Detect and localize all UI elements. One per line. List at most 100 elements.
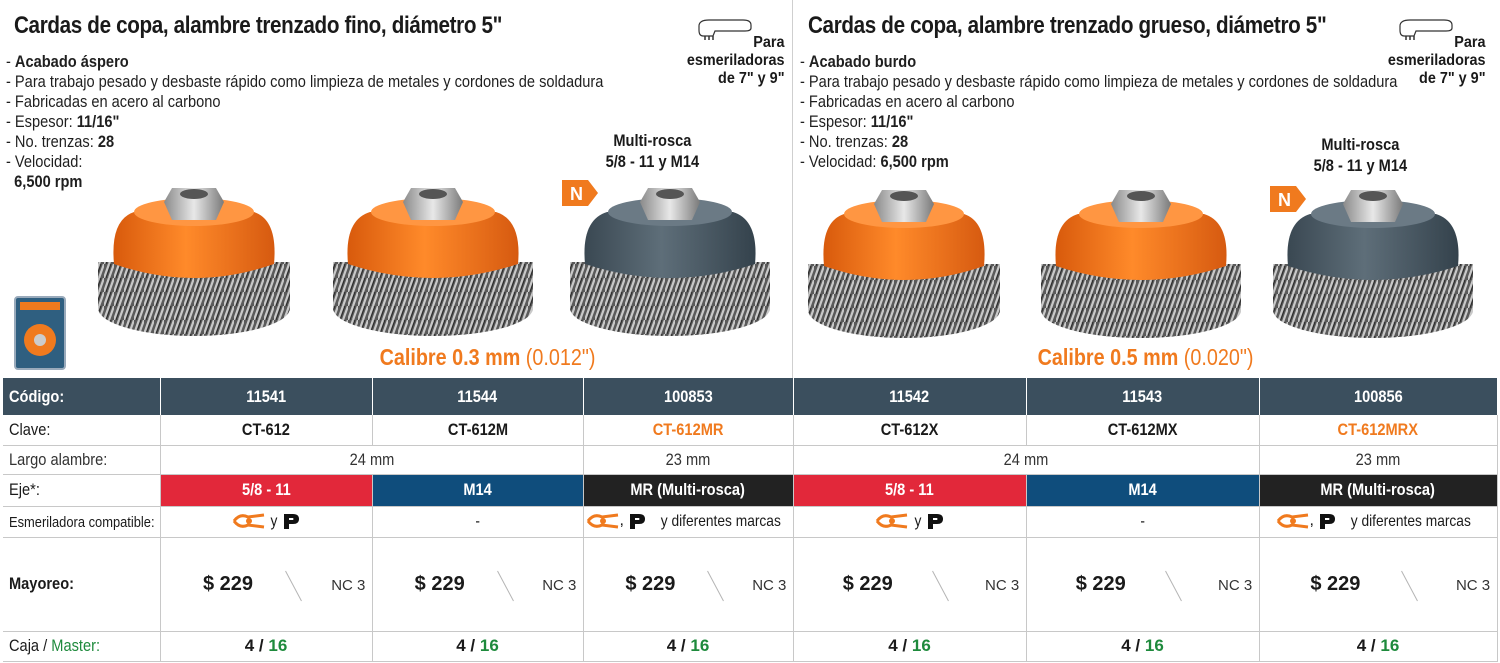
grinder-text-2: esmeriladoras (1388, 52, 1486, 69)
price: $ 229 (625, 572, 676, 595)
caja-qty: 4 (888, 636, 898, 655)
grinder-text-3: de 7" y 9" (1419, 70, 1486, 87)
finish-label: Acabado áspero (14, 52, 129, 71)
spec-line: Para trabajo pesado y desbaste rápido co… (14, 72, 604, 91)
calibre-label: Calibre 0.3 mm (0.012") (380, 344, 596, 371)
row-label: Esmeriladora compatible: (9, 513, 155, 531)
eje-cell: M14 (1128, 480, 1157, 499)
spec-list: - Acabado burdo - Para trabajo pesado y … (800, 52, 1398, 171)
panel-title: Cardas de copa, alambre trenzado grueso,… (808, 12, 1327, 39)
svg-text:N: N (1278, 190, 1291, 210)
multi-rosca-sizes: 5/8 - 11 y M14 (605, 152, 700, 171)
price: $ 229 (1310, 572, 1361, 595)
velocidad-label: Velocidad: (14, 152, 83, 171)
calibre-label: Calibre 0.5 mm (0.020") (1038, 344, 1254, 371)
clave-cell: CT-612MR (652, 419, 724, 439)
largo-cell: 23 mm (1355, 449, 1401, 469)
slash: / (258, 636, 264, 655)
row-eje: Eje*: 5/8 - 11 M14 MR (Multi-rosca) 5/8 … (3, 474, 1498, 507)
compat-text: y (270, 512, 278, 530)
clave-cell: CT-612MRX (1337, 419, 1419, 439)
velocidad-value: 6,500 rpm (14, 172, 83, 191)
nc-code: NC 3 (1173, 577, 1257, 594)
espesor-value: 11/16" (870, 112, 914, 131)
row-codigo: Código: 11541 11544 100853 11542 11543 1… (3, 378, 1498, 415)
grinder-compat-note: Para esmeriladoras de 7" y 9" (665, 12, 785, 92)
clave-cell: CT-612 (242, 419, 290, 439)
row-label: Clave: (9, 419, 51, 439)
caja-qty: 4 (666, 636, 677, 655)
slash: / (902, 636, 908, 655)
price: $ 229 (414, 572, 465, 595)
caja-qty: 4 (1356, 636, 1367, 655)
calibre-mm: Calibre 0.3 mm (379, 344, 521, 370)
clave-cell: CT-612M (447, 419, 508, 439)
espesor-label: Espesor: (14, 112, 73, 131)
new-badge-icon: N (1270, 186, 1306, 212)
codigo-cell: 11543 (1122, 386, 1163, 406)
angle-grinder-icon (1399, 19, 1453, 40)
cup-brush-image (333, 188, 533, 336)
slash: / (470, 636, 476, 655)
codigo-cell: 100856 (1353, 386, 1403, 406)
row-caja: Caja / Master: 4 / 16 4 / 16 4 / 16 4 / … (3, 631, 1498, 662)
codigo-cell: 11544 (457, 386, 498, 406)
slash: / (1370, 636, 1376, 655)
row-label: Eje*: (9, 480, 40, 499)
row-clave: Clave: CT-612 CT-612M CT-612MR CT-612X C… (3, 415, 1498, 446)
compat-text: y diferentes marcas (660, 512, 781, 530)
cup-brush-image (1041, 190, 1241, 338)
master-qty: 16 (268, 636, 288, 655)
spec-list: - Acabado áspero - Para trabajo pesado y… (6, 52, 604, 191)
velocidad-value: 6,500 rpm (880, 152, 949, 171)
cup-brush-image (808, 190, 1000, 338)
nc-code: NC 3 (293, 577, 369, 594)
brand-p-icon (927, 514, 943, 530)
spec-line: Fabricadas en acero al carbono (14, 92, 221, 111)
multi-rosca-sizes: 5/8 - 11 y M14 (1313, 156, 1408, 175)
product-panel-fino: Cardas de copa, alambre trenzado fino, d… (0, 0, 793, 378)
multi-rosca-title: Multi-rosca (1321, 135, 1400, 154)
finish-label: Acabado burdo (808, 52, 917, 71)
grinder-text-3: de 7" y 9" (718, 70, 785, 87)
eje-cell: MR (Multi-rosca) (1320, 480, 1436, 499)
caja-label: Caja / (9, 636, 48, 655)
espesor-value: 11/16" (76, 112, 120, 131)
brand-p-icon (284, 514, 300, 530)
eje-cell: 5/8 - 11 (885, 480, 934, 499)
master-qty: 16 (1144, 636, 1164, 655)
trenzas-value: 28 (97, 132, 115, 151)
price: $ 229 (202, 572, 254, 595)
compat-text: - (475, 512, 480, 530)
product-panel-grueso: Cardas de copa, alambre trenzado grueso,… (794, 0, 1500, 378)
caja-qty: 4 (456, 636, 466, 655)
spec-table: Código: 11541 11544 100853 11542 11543 1… (3, 378, 1498, 662)
largo-cell: 23 mm (665, 449, 711, 469)
panel-title: Cardas de copa, alambre trenzado fino, d… (14, 12, 503, 39)
packaging-image (14, 296, 66, 370)
cup-brush-image (1273, 190, 1473, 338)
brand-p-icon (630, 514, 646, 530)
compat-text: - (1140, 512, 1145, 530)
nc-code: NC 3 (1409, 577, 1494, 594)
row-label: Largo alambre: (9, 449, 108, 469)
clave-cell: CT-612MX (1107, 419, 1178, 439)
grinder-type-icon (875, 513, 908, 529)
grinder-text-1: Para (753, 34, 785, 51)
caja-qty: 4 (1121, 636, 1131, 655)
espesor-label: Espesor: (808, 112, 867, 131)
codigo-cell: 100853 (663, 386, 713, 406)
grinder-type-icon (586, 513, 618, 529)
cup-brush-image (570, 188, 770, 336)
codigo-cell: 11541 (246, 386, 286, 406)
master-qty: 16 (690, 636, 710, 655)
spec-line: Para trabajo pesado y desbaste rápido co… (808, 72, 1398, 91)
row-largo: Largo alambre: 24 mm 23 mm 24 mm 23 mm (3, 445, 1498, 475)
grinder-compat-note: Para esmeriladoras de 7" y 9" (1366, 12, 1486, 92)
new-badge-icon: N (562, 180, 598, 206)
slash: / (1135, 636, 1141, 655)
price: $ 229 (1075, 572, 1126, 595)
eje-cell: 5/8 - 11 (241, 480, 291, 499)
multi-rosca-label: Multi-rosca 5/8 - 11 y M14 (1314, 134, 1407, 176)
calibre-inch: (0.020") (1183, 344, 1254, 370)
